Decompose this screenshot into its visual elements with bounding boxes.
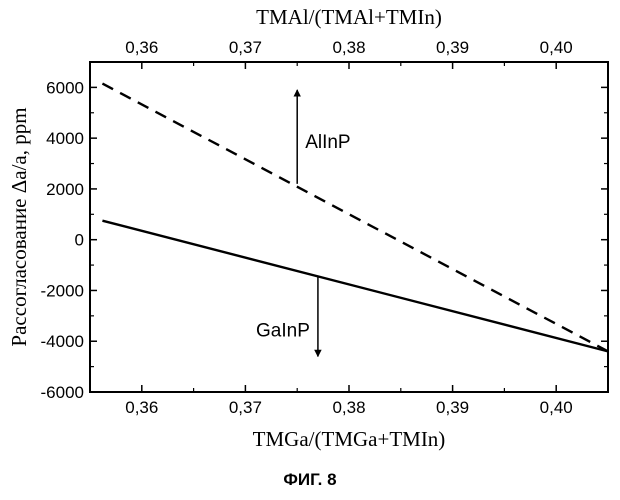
series-line-alinp: [101, 82, 609, 353]
bottom-x-tick-label: 0,40: [540, 398, 573, 417]
plot-frame: [89, 61, 609, 393]
top-x-tick-label: 0,36: [125, 38, 158, 57]
bottom-x-tick-label: 0,36: [125, 398, 158, 417]
y-tick-label: -2000: [41, 281, 84, 300]
top-x-ticks: 0,36 0,37 0,38 0,39 0,40: [89, 38, 609, 69]
bottom-axis-title: TMGa/(TMGa+TMIn): [253, 427, 446, 451]
y-tick-label: 4000: [46, 129, 84, 148]
top-x-tick-label: 0,38: [332, 38, 365, 57]
y-tick-label: -6000: [41, 383, 84, 402]
y-tick-label: 6000: [46, 78, 84, 97]
y-ticks: -6000 -4000 -2000 0 2000 4000 6000: [41, 61, 608, 402]
bottom-x-tick-label: 0,38: [332, 398, 365, 417]
bottom-x-tick-label: 0,39: [436, 398, 469, 417]
top-x-tick-label: 0,37: [229, 38, 262, 57]
bottom-x-tick-label: 0,37: [229, 398, 262, 417]
y-tick-label: 2000: [46, 180, 84, 199]
annotation-label: GaInP: [256, 321, 310, 342]
annotation-label: AlInP: [305, 132, 350, 153]
annotations-group: AlInP GaInP: [256, 89, 351, 358]
y-tick-label: 0: [75, 231, 84, 250]
figure-caption: ФИГ. 8: [283, 470, 337, 489]
bottom-x-ticks: 0,36 0,37 0,38 0,39 0,40: [89, 385, 609, 417]
series-line-gainp: [102, 219, 609, 353]
series-group: [101, 82, 609, 353]
y-tick-label: -4000: [41, 332, 84, 351]
top-x-tick-label: 0,39: [436, 38, 469, 57]
y-axis-title: Рассогласование Δa/a, ppm: [7, 107, 31, 346]
top-axis-title: TMAl/(TMAl+TMIn): [256, 5, 442, 29]
top-x-tick-label: 0,40: [540, 38, 573, 57]
